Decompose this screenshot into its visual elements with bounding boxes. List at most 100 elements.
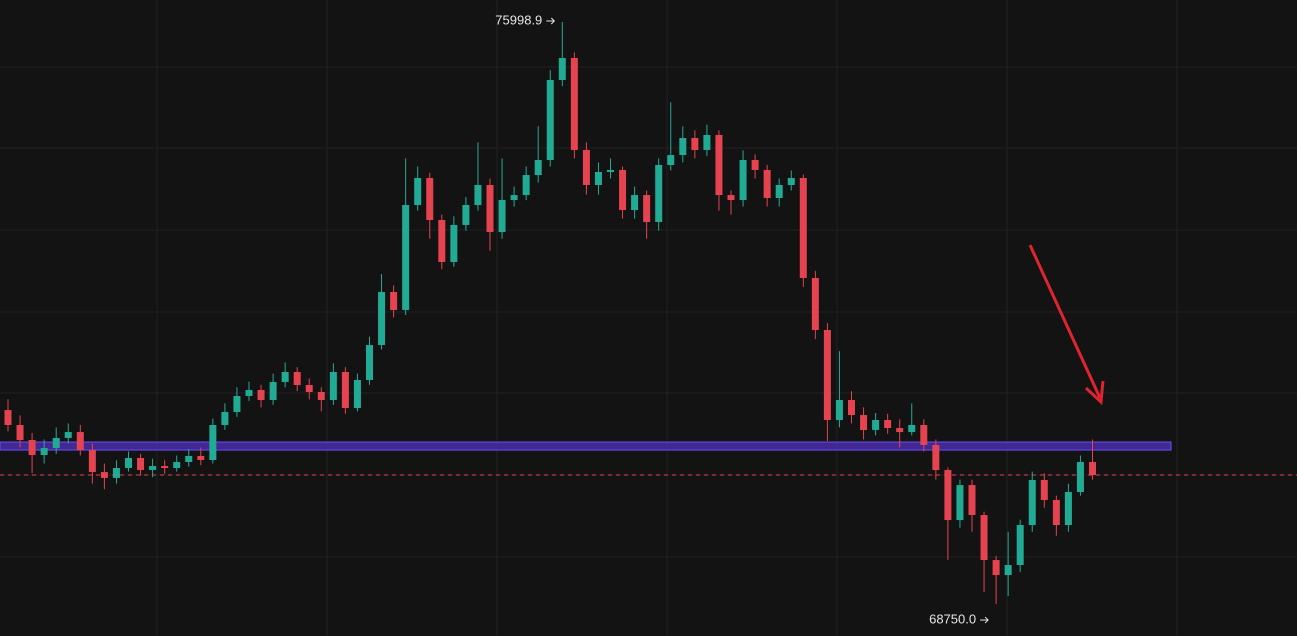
candle-body <box>486 184 494 233</box>
candle-body <box>799 178 807 278</box>
candle-body <box>872 420 880 431</box>
candle-body <box>884 420 892 429</box>
label-arrow-head <box>984 616 989 624</box>
candle-body <box>691 138 699 150</box>
candle-body <box>257 389 265 401</box>
candle-body <box>185 455 193 463</box>
candle-body <box>727 195 735 201</box>
candle-body <box>100 472 108 478</box>
candle-body <box>317 391 325 401</box>
candle-body <box>570 57 578 150</box>
candle-body <box>28 440 36 456</box>
candle-body <box>353 380 361 409</box>
candle-body <box>305 385 313 392</box>
labels: 75998.9 68750.0 <box>495 12 989 626</box>
candle-body <box>450 224 458 262</box>
candle-body <box>667 155 675 166</box>
candle-body <box>582 149 590 185</box>
candle-body <box>775 184 783 199</box>
candle-body <box>763 169 771 199</box>
candle-body <box>197 455 205 460</box>
candle-body <box>546 79 554 161</box>
candle-body <box>209 424 217 460</box>
candle-body <box>619 169 627 211</box>
candle-body <box>1064 492 1072 526</box>
candle-body <box>835 400 843 421</box>
annotation-arrow <box>1028 244 1105 406</box>
candle-body <box>932 444 940 471</box>
candle-body <box>992 560 1000 576</box>
candle-body <box>1004 565 1012 576</box>
candle-body <box>1052 499 1060 526</box>
candle-body <box>703 134 711 150</box>
candle-body <box>860 415 868 431</box>
arrow-shaft <box>1028 244 1102 399</box>
arrow-head <box>1084 380 1105 406</box>
candle-body <box>1016 525 1024 566</box>
candle-body <box>751 160 759 170</box>
candle-body <box>341 371 349 409</box>
candle-body <box>378 292 386 346</box>
candle-body <box>269 382 277 401</box>
candle-body <box>112 468 120 478</box>
candle-body <box>956 485 964 521</box>
candle-body <box>1089 462 1096 476</box>
label-arrow-head <box>550 17 556 25</box>
candle-body <box>594 171 602 185</box>
candle-body <box>474 184 482 205</box>
candle-body <box>787 178 795 185</box>
candle-body <box>281 371 289 383</box>
candle-body <box>233 396 241 412</box>
candle-body <box>426 178 434 221</box>
candle-body <box>137 457 145 471</box>
candle-body <box>161 466 169 469</box>
candle-body <box>125 457 132 469</box>
candle-body <box>52 437 60 449</box>
candle-body <box>944 470 952 521</box>
candle-body <box>920 424 928 445</box>
candle-body <box>293 371 301 386</box>
candle-body <box>366 345 373 381</box>
candle-body <box>558 57 566 80</box>
candle-body <box>823 330 831 421</box>
candle-body <box>16 424 24 441</box>
candle-body <box>88 450 96 473</box>
candle-body <box>329 371 337 401</box>
high-label: 75998.9 <box>495 12 542 27</box>
candle-body <box>1040 479 1048 500</box>
candles <box>4 22 1096 605</box>
candle-body <box>221 411 229 425</box>
candle-body <box>715 134 723 196</box>
candle-body <box>631 195 639 211</box>
candle-body <box>655 165 663 223</box>
candle-body <box>739 160 747 201</box>
candle-body <box>149 466 157 471</box>
candle-body <box>173 462 181 469</box>
candle-body <box>643 195 651 223</box>
price-zone <box>0 441 1172 451</box>
candle-body <box>414 178 422 205</box>
zone-layer <box>0 441 1297 476</box>
candle-body <box>462 204 470 225</box>
candle-body <box>4 410 12 425</box>
candle-body <box>498 200 506 233</box>
candle-body <box>40 448 48 456</box>
candle-body <box>607 169 614 172</box>
candle-body <box>64 432 72 438</box>
candle-body <box>522 175 530 196</box>
candle-body <box>980 514 988 561</box>
candle-body <box>76 432 84 451</box>
candle-body <box>1028 479 1036 526</box>
candle-body <box>679 138 687 156</box>
candle-body <box>968 485 976 515</box>
candle-body <box>510 195 518 201</box>
candle-body <box>811 277 819 331</box>
candle-body <box>402 204 410 311</box>
candle-body <box>896 428 904 433</box>
candle-body <box>390 292 398 311</box>
candle-body <box>534 160 542 176</box>
candle-body <box>438 220 446 262</box>
